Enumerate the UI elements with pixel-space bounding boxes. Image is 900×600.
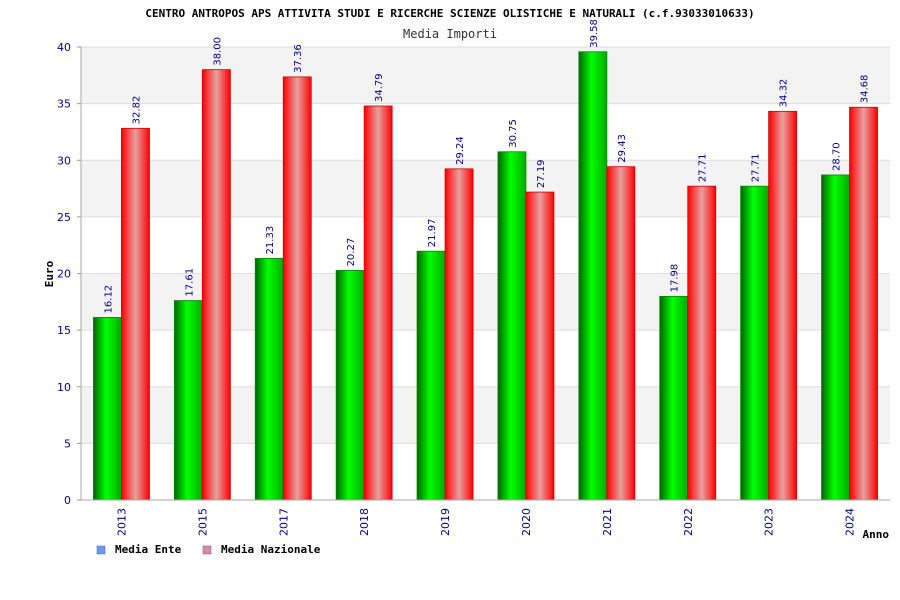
value-label-ente-2022: 17.98: [670, 264, 681, 293]
y-axis-label: Euro: [43, 260, 56, 287]
bar-nazionale-2013: [121, 127, 150, 501]
value-label-ente-2024: 28.70: [832, 142, 843, 171]
x-tick-label-2017: 2017: [277, 508, 290, 536]
bar-ente-2023: [740, 185, 770, 501]
bar-nazionale-2022: [687, 185, 717, 501]
value-label-ente-2015: 17.61: [184, 268, 195, 297]
value-label-nazionale-2020: 27.19: [536, 159, 547, 188]
x-tick-label-2013: 2013: [115, 508, 128, 536]
value-labels: 16.12 32.82 17.61 38.00 21.33 37.36 20.27 34.79…: [103, 19, 870, 313]
bar-ente-2019: [416, 250, 446, 501]
bar-nazionale-2018: [363, 105, 393, 501]
x-tick-label-2020: 2020: [520, 508, 533, 536]
x-tick-label-2018: 2018: [358, 508, 371, 536]
y-tick-label: 25: [57, 211, 71, 224]
value-label-nazionale-2023: 34.32: [779, 79, 790, 108]
y-tick-label: 30: [57, 154, 71, 167]
bar-nazionale-2024: [849, 106, 878, 501]
bar-nazionale-2020: [525, 191, 555, 501]
legend-swatch-ente: [96, 545, 106, 555]
legend-label-nazionale: Media Nazionale: [221, 543, 321, 556]
axes: 0 5 10 15 20 25 30 35 40 2013 2015 2017 2018 2019 2020…: [57, 41, 890, 536]
y-tick-label: 15: [57, 324, 71, 337]
legend-label-ente: Media Ente: [115, 543, 182, 556]
y-tick-label: 0: [64, 494, 71, 507]
value-label-ente-2021: 39.58: [589, 19, 600, 48]
bar-nazionale-2019: [444, 168, 474, 501]
bar-nazionale-2017: [282, 76, 312, 501]
value-label-nazionale-2015: 38.00: [212, 37, 223, 66]
value-label-nazionale-2013: 32.82: [131, 96, 142, 125]
bar-nazionale-2023: [768, 110, 798, 501]
legend-swatch-nazionale: [202, 545, 212, 555]
x-axis-label: Anno: [863, 528, 890, 541]
bar-ente-2017: [254, 258, 284, 501]
bar-ente-2021: [578, 51, 608, 501]
y-tick-label: 20: [57, 268, 71, 281]
bar-ente-2022: [659, 295, 689, 501]
legend: Media Ente Media Nazionale: [96, 543, 321, 556]
value-label-nazionale-2019: 29.24: [455, 136, 466, 165]
y-tick-label: 10: [57, 381, 71, 394]
x-tick-label-2023: 2023: [763, 508, 776, 536]
chart-subtitle: Media Importi: [403, 27, 497, 41]
bar-ente-2020: [497, 151, 527, 501]
x-tick-label-2019: 2019: [439, 508, 452, 536]
y-tick-label: 40: [57, 41, 71, 54]
bar-ente-2015: [173, 300, 203, 501]
value-label-ente-2013: 16.12: [103, 285, 114, 314]
value-label-nazionale-2018: 34.79: [374, 73, 385, 102]
bar-nazionale-2015: [201, 69, 231, 501]
value-label-nazionale-2021: 29.43: [617, 134, 628, 163]
value-label-nazionale-2017: 37.36: [293, 44, 304, 73]
value-label-ente-2018: 20.27: [346, 238, 357, 267]
bars: [93, 51, 878, 501]
chart-title: CENTRO ANTROPOS APS ATTIVITA STUDI E RIC…: [145, 7, 754, 20]
bar-ente-2018: [335, 270, 365, 501]
value-label-ente-2017: 21.33: [265, 226, 276, 255]
y-tick-label: 5: [64, 437, 71, 450]
bar-nazionale-2021: [606, 166, 636, 501]
bar-ente-2024: [821, 174, 850, 501]
y-tick-label: 35: [57, 98, 71, 111]
x-tick-label-2015: 2015: [196, 508, 209, 536]
value-label-ente-2023: 27.71: [751, 154, 762, 183]
value-label-nazionale-2024: 34.68: [860, 75, 871, 104]
x-tick-label-2021: 2021: [601, 508, 614, 536]
x-tick-label-2024: 2024: [844, 508, 857, 536]
value-label-ente-2019: 21.97: [427, 219, 438, 248]
bar-ente-2013: [93, 317, 122, 501]
value-label-ente-2020: 30.75: [508, 119, 519, 148]
x-tick-label-2022: 2022: [682, 508, 695, 536]
value-label-nazionale-2022: 27.71: [698, 154, 709, 183]
